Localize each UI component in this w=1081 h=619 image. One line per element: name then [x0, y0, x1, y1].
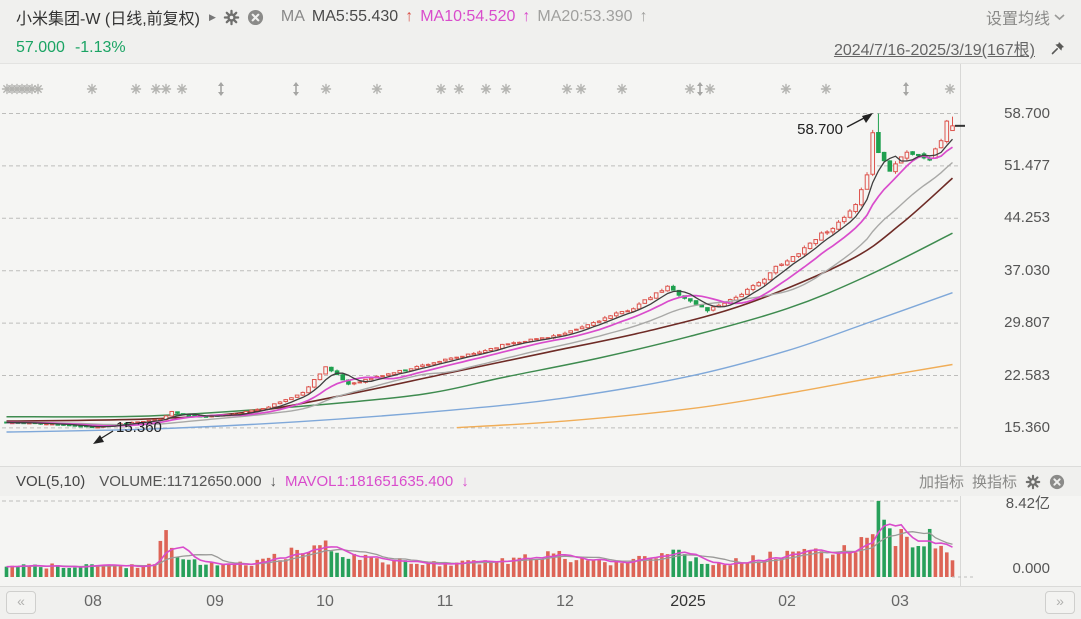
event-asterisk-icon [435, 83, 447, 95]
switch-indicator-button[interactable]: 换指标 [971, 474, 1017, 491]
svg-text:58.700: 58.700 [797, 121, 843, 138]
mavol10-line [6, 531, 953, 568]
volume-chart[interactable]: 8.42亿 0.000 [0, 495, 1081, 586]
volume-close-icon[interactable] [1049, 474, 1065, 490]
volume-header: VOL(5,10) VOLUME:11712650.000 ↓ MAVOL1:1… [0, 466, 1081, 496]
event-asterisk-icon [320, 83, 332, 95]
event-asterisk-icon [32, 83, 44, 95]
time-tick-10: 10 [316, 593, 334, 610]
ma5-line [6, 138, 953, 428]
time-tick-12: 12 [556, 593, 574, 610]
volume-bars [4, 501, 955, 577]
volume-tick: 8.42亿 [1005, 495, 1050, 512]
set-ma-lines-button[interactable]: 设置均线 [986, 5, 1065, 29]
event-asterisk-icon [561, 83, 573, 95]
scroll-left-button[interactable]: « [6, 591, 36, 614]
event-asterisk-icon [684, 83, 696, 95]
mavol1-value: MAVOL1:181651635.400 [285, 473, 454, 490]
price-tick: 15.360 [1004, 418, 1050, 436]
volume-down-arrow-icon: ↓ [269, 473, 278, 490]
volume-canvas [2, 496, 974, 586]
scroll-right-button[interactable]: » [1045, 591, 1075, 614]
main-price-chart[interactable]: 58.700 15.360 58.700 51.477 44.253 37.030 29.… [0, 63, 1081, 467]
price-tick: 44.253 [1004, 209, 1050, 227]
symbol-title: 小米集团-W (日线,前复权) [16, 11, 200, 28]
candlestick-canvas: 58.700 15.360 [1, 64, 965, 467]
time-tick-2025: 2025 [670, 593, 706, 610]
ma5-up-arrow-icon: ↑ [405, 8, 414, 25]
event-asterisk-icon [616, 83, 628, 95]
event-updown-arrow-icon [293, 82, 299, 96]
event-asterisk-icon [453, 83, 465, 95]
ma5-value: MA5:55.430 [311, 8, 399, 25]
time-tick-02: 02 [778, 593, 796, 610]
event-asterisk-icon [500, 83, 512, 95]
quote-row: 57.000 -1.13% 2024/7/16-2025/3/19(167根) [0, 33, 1081, 63]
ma10-up-arrow-icon: ↑ [522, 8, 531, 25]
event-asterisk-icon [944, 83, 956, 95]
event-asterisk-icon [160, 83, 172, 95]
ma-settings-gear-icon[interactable] [223, 9, 240, 26]
volume-settings-gear-icon[interactable] [1025, 474, 1041, 490]
ma10-line [6, 146, 953, 427]
event-asterisk-icon [371, 83, 383, 95]
price-tick: 22.583 [1004, 366, 1050, 384]
price-tick: 51.477 [1004, 156, 1050, 174]
set-ma-lines-label: 设置均线 [985, 11, 1050, 28]
price-tick: 29.807 [1004, 314, 1050, 332]
ma-line-ma_slow2 [6, 232, 953, 418]
price-tick: 37.030 [1004, 261, 1050, 279]
ma20-line [6, 161, 953, 426]
mavol1-down-arrow-icon: ↓ [461, 473, 469, 490]
volume-value: VOLUME:11712650.000 [99, 473, 262, 490]
ma20-value: MA20:53.390 [537, 8, 633, 25]
event-asterisk-icon [176, 83, 188, 95]
vol-indicator-label: VOL(5,10) [16, 473, 86, 490]
close-indicator-icon[interactable] [247, 9, 264, 26]
time-tick-03: 03 [891, 593, 909, 610]
event-asterisk-icon [86, 83, 98, 95]
ma10-value: MA10:54.520 [420, 8, 516, 25]
expand-triangle-icon[interactable]: ▶ [208, 11, 216, 22]
price-tick: 58.700 [1004, 104, 1050, 122]
time-axis: « 08 09 10 11 12 2025 02 03 » [0, 586, 1081, 619]
change-percent: -1.13% [74, 39, 126, 56]
time-tick-09: 09 [206, 593, 224, 610]
event-updown-arrow-icon [697, 82, 703, 96]
event-updown-arrow-icon [218, 82, 224, 96]
volume-tick: 0.000 [1012, 560, 1050, 577]
ma-line-ma_slow4 [456, 363, 953, 429]
event-asterisk-icon [575, 83, 587, 95]
add-indicator-button[interactable]: 加指标 [918, 474, 964, 491]
mavol5-line [6, 523, 953, 568]
event-updown-arrow-icon [903, 82, 909, 96]
ma-group-label: MA [280, 8, 305, 25]
time-tick-11: 11 [436, 593, 454, 610]
price-gridlines [2, 113, 960, 429]
chart-header: 小米集团-W (日线,前复权) ▶ MA MA5:55.430 ↑ MA10:5… [0, 0, 1081, 34]
date-range-link[interactable]: 2024/7/16-2025/3/19(167根) [833, 42, 1035, 59]
last-price: 57.000 [16, 39, 65, 56]
time-tick-08: 08 [84, 593, 102, 610]
event-asterisk-icon [480, 83, 492, 95]
event-asterisk-icon [820, 83, 832, 95]
svg-text:15.360: 15.360 [116, 419, 162, 436]
ma20-up-arrow-icon: ↑ [639, 8, 648, 25]
event-asterisk-icon [150, 83, 162, 95]
ma-line-ma_slow3 [6, 292, 953, 433]
event-markers [1, 82, 956, 96]
chevron-down-icon [1054, 14, 1065, 21]
annotations: 58.700 15.360 [93, 113, 873, 444]
pin-icon[interactable] [1051, 41, 1065, 55]
event-asterisk-icon [704, 83, 716, 95]
event-asterisk-icon [780, 83, 792, 95]
event-asterisk-icon [130, 83, 142, 95]
